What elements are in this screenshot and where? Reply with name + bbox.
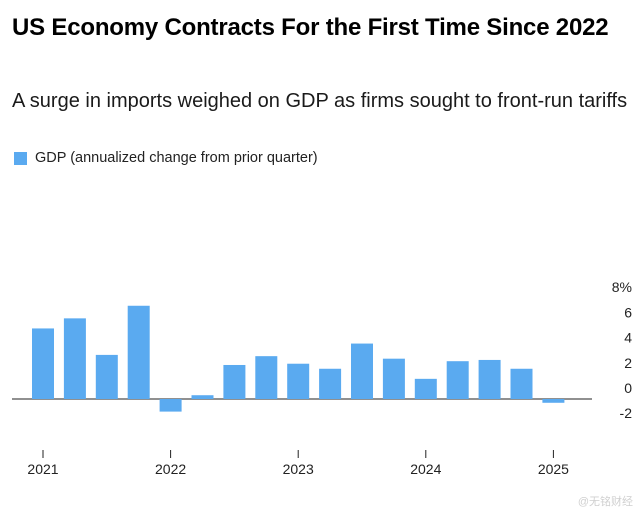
bar-2023-q1 — [287, 363, 310, 399]
x-tick-label: 2023 — [283, 461, 314, 477]
bar-2021-q2 — [63, 318, 86, 399]
y-tick-label: 8% — [612, 279, 632, 295]
bar-2021-q1 — [32, 328, 54, 399]
chart-subtitle: A surge in imports weighed on GDP as fir… — [12, 90, 628, 112]
x-tick-label: 2025 — [538, 461, 569, 477]
y-tick-label: 6 — [624, 304, 632, 320]
legend: GDP (annualized change from prior quarte… — [14, 150, 318, 166]
bar-2024-q3 — [478, 359, 501, 399]
y-tick-label: 0 — [624, 380, 632, 396]
bar-2021-q4 — [127, 305, 150, 399]
x-tick-label: 2021 — [27, 461, 58, 477]
bar-2023-q4 — [382, 358, 405, 399]
legend-label: GDP (annualized change from prior quarte… — [35, 150, 318, 166]
bar-2025-q1 — [542, 399, 565, 403]
bar-2021-q3 — [95, 354, 118, 399]
bar-2024-q2 — [446, 361, 469, 399]
x-tick-label: 2022 — [155, 461, 186, 477]
bar-2022-q4 — [255, 356, 278, 399]
bar-2023-q2 — [319, 368, 342, 399]
watermark: @无铭财经 — [577, 496, 633, 508]
bar-2022-q2 — [191, 395, 214, 399]
legend-swatch — [14, 151, 27, 165]
chart-title: US Economy Contracts For the First Time … — [12, 14, 609, 41]
y-tick-label: -2 — [620, 405, 633, 421]
x-tick-label: 2024 — [410, 461, 441, 477]
bar-2022-q3 — [223, 364, 246, 399]
bar-2024-q4 — [510, 368, 533, 399]
bar-2022-q1 — [159, 399, 182, 412]
y-tick-label: 4 — [624, 330, 632, 346]
y-tick-label: 2 — [624, 355, 632, 371]
bar-2023-q3 — [351, 343, 373, 399]
bar-2024-q1 — [414, 378, 437, 399]
